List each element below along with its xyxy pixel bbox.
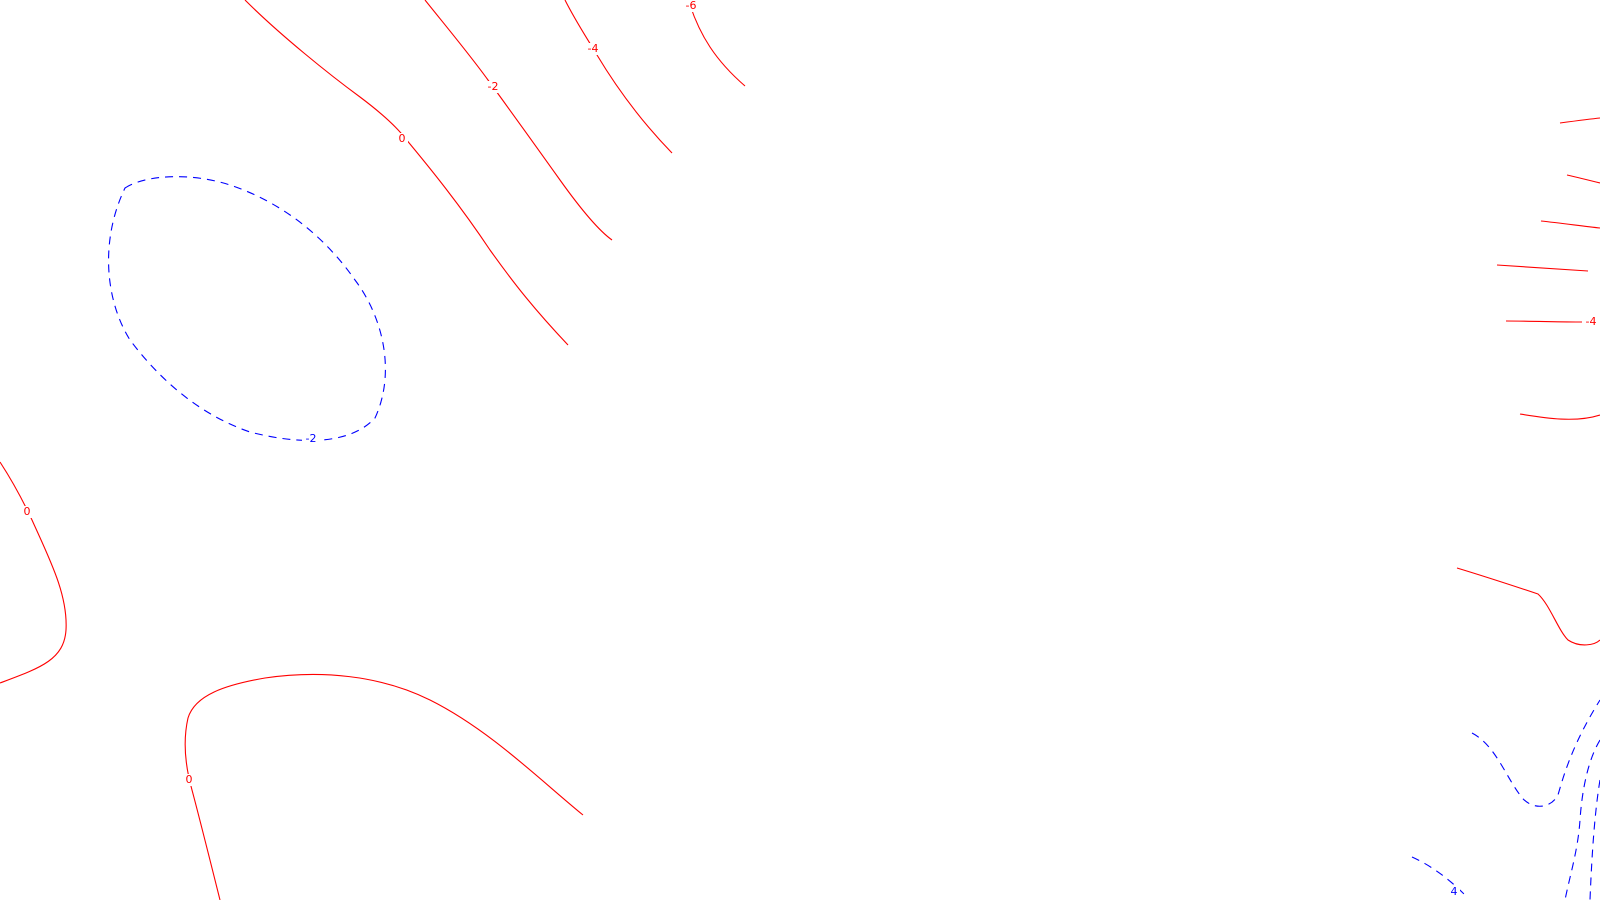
contour-line-minus-4-right bbox=[1505, 320, 1600, 323]
contour-line-minus-4 bbox=[564, 0, 673, 154]
contour-line-0-left bbox=[0, 461, 67, 684]
contour-bottom-right-dashed-2 bbox=[1564, 739, 1600, 900]
contour-bottom-right-dashed-3 bbox=[1589, 779, 1600, 900]
contour-right-fragment-6 bbox=[1519, 413, 1600, 420]
contour-bottom-right-dashed-4 bbox=[1411, 856, 1466, 896]
contour-label: 0 bbox=[399, 132, 406, 145]
contour-label: 0 bbox=[186, 773, 193, 786]
contour-right-fragment-2 bbox=[1566, 174, 1600, 184]
contour-label: -6 bbox=[686, 0, 697, 12]
contour-label: 4 bbox=[1451, 885, 1458, 898]
contour-right-fragment-1 bbox=[1559, 117, 1600, 124]
contour-line-minus-2 bbox=[424, 0, 613, 241]
contour-loop-minus-2 bbox=[108, 176, 386, 442]
contour-right-fragment-7 bbox=[1456, 567, 1600, 646]
label-group-top-left: 0 -2 -4 -6 bbox=[396, 0, 700, 145]
contour-label: -2 bbox=[488, 80, 499, 93]
contour-right-fragment-4 bbox=[1496, 264, 1589, 272]
contour-label: -4 bbox=[588, 42, 599, 55]
contour-label: -2 bbox=[306, 432, 317, 445]
contour-line-0-bottom bbox=[184, 673, 584, 900]
label-group-right: -4 4 bbox=[1448, 315, 1600, 898]
contour-label: 0 bbox=[24, 505, 31, 518]
contour-right-fragment-3 bbox=[1540, 220, 1600, 229]
contour-bottom-right-dashed-1 bbox=[1471, 699, 1600, 807]
contour-line-minus-6 bbox=[689, 4, 746, 87]
label-group-left: -2 0 0 bbox=[21, 432, 320, 786]
contour-line-0-top-left bbox=[244, 0, 569, 346]
contour-label: -4 bbox=[1586, 315, 1597, 328]
